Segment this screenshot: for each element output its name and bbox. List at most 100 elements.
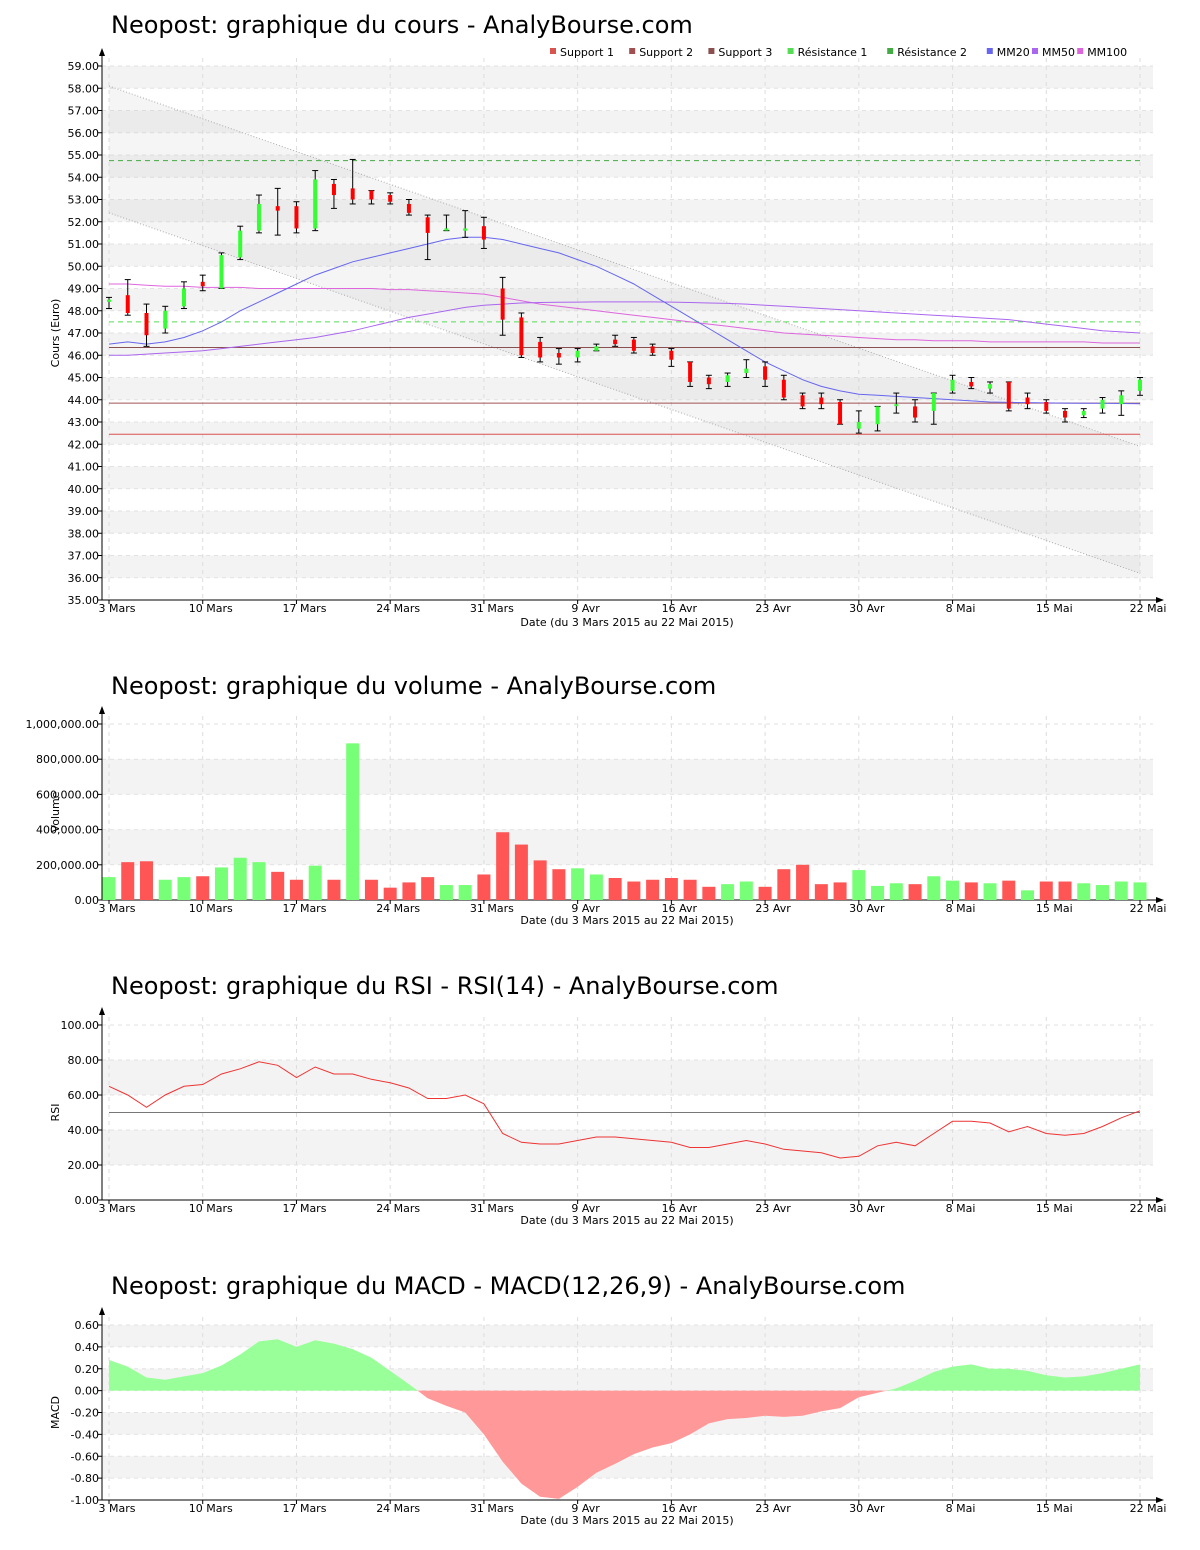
candle-body	[744, 368, 749, 374]
x-tick-label: 16 Avr	[662, 1202, 698, 1215]
candle-body	[556, 353, 561, 358]
candle-body	[725, 375, 730, 382]
x-tick-label: 31 Mars	[470, 1502, 514, 1515]
candle-body	[1138, 379, 1142, 391]
candle-body	[219, 255, 224, 289]
y-tick-label: 40.00	[68, 1124, 100, 1137]
mm100-line	[109, 283, 1140, 344]
candle-body	[1025, 397, 1030, 405]
y-tick-label: 49.00	[68, 283, 100, 296]
volume-bar	[871, 885, 885, 900]
volume-bar	[1133, 882, 1147, 900]
legend-swatch	[787, 48, 794, 54]
volume-bar	[233, 857, 247, 900]
candle-body	[631, 339, 636, 351]
trend-channel-upper	[108, 85, 1141, 447]
y-tick-label: 48.00	[68, 305, 100, 318]
candle-body	[331, 183, 336, 196]
volume-chart-panel: 0.00 200,000.00 400,000.00 600,000.00 800,00…	[0, 650, 1200, 950]
volume-bar	[327, 879, 341, 900]
volume-bar	[271, 871, 285, 900]
x-tick-label: 24 Mars	[376, 1202, 420, 1215]
price-chart: 35.00 36.00 37.00 38.00 39.00 40.00 41.00 42.00…	[49, 46, 1166, 629]
candle-body	[706, 377, 711, 385]
volume-bar	[852, 870, 866, 900]
legend-label: Support 3	[718, 46, 772, 59]
candle-body	[238, 230, 243, 258]
grid-band	[102, 1325, 1153, 1347]
candle-body	[107, 299, 111, 302]
x-tick-label: 3 Mars	[99, 1202, 136, 1215]
x-tick-label: 16 Avr	[662, 1502, 698, 1515]
x-tick-label: 10 Mars	[189, 902, 233, 915]
y-tick-label: -0.20	[71, 1407, 99, 1420]
candle-body	[800, 395, 805, 407]
candle-body	[688, 361, 693, 382]
y-tick-label: 0.60	[75, 1319, 100, 1332]
y-tick-label: 1,000,000.00	[26, 718, 99, 731]
grid-band	[102, 1060, 1153, 1095]
candle-body	[875, 406, 880, 425]
x-tick-label: 31 Mars	[470, 902, 514, 915]
volume-bar	[458, 885, 472, 900]
y-tick-label: 800,000.00	[36, 753, 99, 766]
y-tick-label: 51.00	[68, 238, 100, 251]
legend-swatch	[887, 48, 894, 54]
volume-bar	[664, 878, 678, 900]
volume-chart: 0.00 200,000.00 400,000.00 600,000.00 800,00…	[26, 706, 1167, 927]
volume-bar	[439, 885, 453, 900]
x-tick-label: 31 Mars	[470, 602, 514, 615]
y-tick-label: 52.00	[68, 216, 100, 229]
x-tick-label: 24 Mars	[376, 1502, 420, 1515]
candle-body	[200, 281, 205, 287]
y-tick-label: 37.00	[68, 550, 100, 563]
rsi-chart-panel: 0.00 20.00 40.00 60.00 80.00 100.00 3 Mars 10 M…	[0, 950, 1200, 1250]
x-tick-label: 9 Avr	[571, 602, 600, 615]
candle-body	[969, 381, 974, 387]
candle-body	[144, 312, 149, 336]
volume-bar	[121, 862, 135, 900]
grid-band	[102, 829, 1153, 865]
grid-band	[102, 66, 1153, 89]
x-tick-label: 22 Mai	[1130, 902, 1167, 915]
volume-bar	[608, 878, 622, 900]
volume-bar	[252, 862, 266, 900]
mm20-line	[108, 236, 1141, 405]
x-tick-label: 10 Mars	[189, 1202, 233, 1215]
volume-bar	[1039, 881, 1053, 900]
volume-bar	[964, 882, 978, 900]
x-tick-label: 23 Avr	[755, 1202, 791, 1215]
candle-body	[313, 179, 318, 229]
volume-bar	[1114, 881, 1128, 900]
x-tick-label: 15 Mai	[1036, 602, 1073, 615]
y-tick-label: 400,000.00	[36, 824, 99, 837]
legend-label: Résistance 2	[897, 46, 967, 59]
grid-band	[102, 199, 1153, 222]
candle-body	[463, 228, 468, 231]
x-axis-arrow	[1156, 1197, 1164, 1203]
y-tick-label: -1.00	[71, 1494, 99, 1507]
y-tick-label: 35.00	[68, 594, 100, 607]
candle-body	[519, 317, 524, 356]
volume-bar	[739, 881, 753, 900]
y-tick-label: -0.80	[71, 1472, 99, 1485]
macd-chart-panel: -1.00 -0.80 -0.60 -0.40 -0.20 0.00 0.20 0.40 0.6…	[0, 1250, 1200, 1550]
candle-body	[125, 295, 130, 313]
y-tick-label: 42.00	[68, 438, 100, 451]
y-tick-label: 58.00	[68, 82, 100, 95]
x-tick-label: 3 Mars	[99, 1502, 136, 1515]
x-tick-label: 8 Mai	[946, 602, 976, 615]
x-tick-label: 8 Mai	[946, 902, 976, 915]
candle-body	[294, 206, 299, 229]
legend-swatch	[986, 48, 993, 54]
candle-body	[369, 190, 374, 200]
y-tick-label: 56.00	[68, 127, 100, 140]
volume-bar	[364, 879, 378, 900]
rsi-chart: 0.00 20.00 40.00 60.00 80.00 100.00 3 Mars 10 M…	[49, 1007, 1166, 1227]
legend-label: MM20	[997, 46, 1030, 59]
grid-band	[102, 244, 1153, 267]
volume-bar	[477, 874, 491, 900]
legend-swatch	[1077, 48, 1084, 54]
x-tick-label: 23 Avr	[755, 602, 791, 615]
volume-bar	[721, 884, 735, 900]
